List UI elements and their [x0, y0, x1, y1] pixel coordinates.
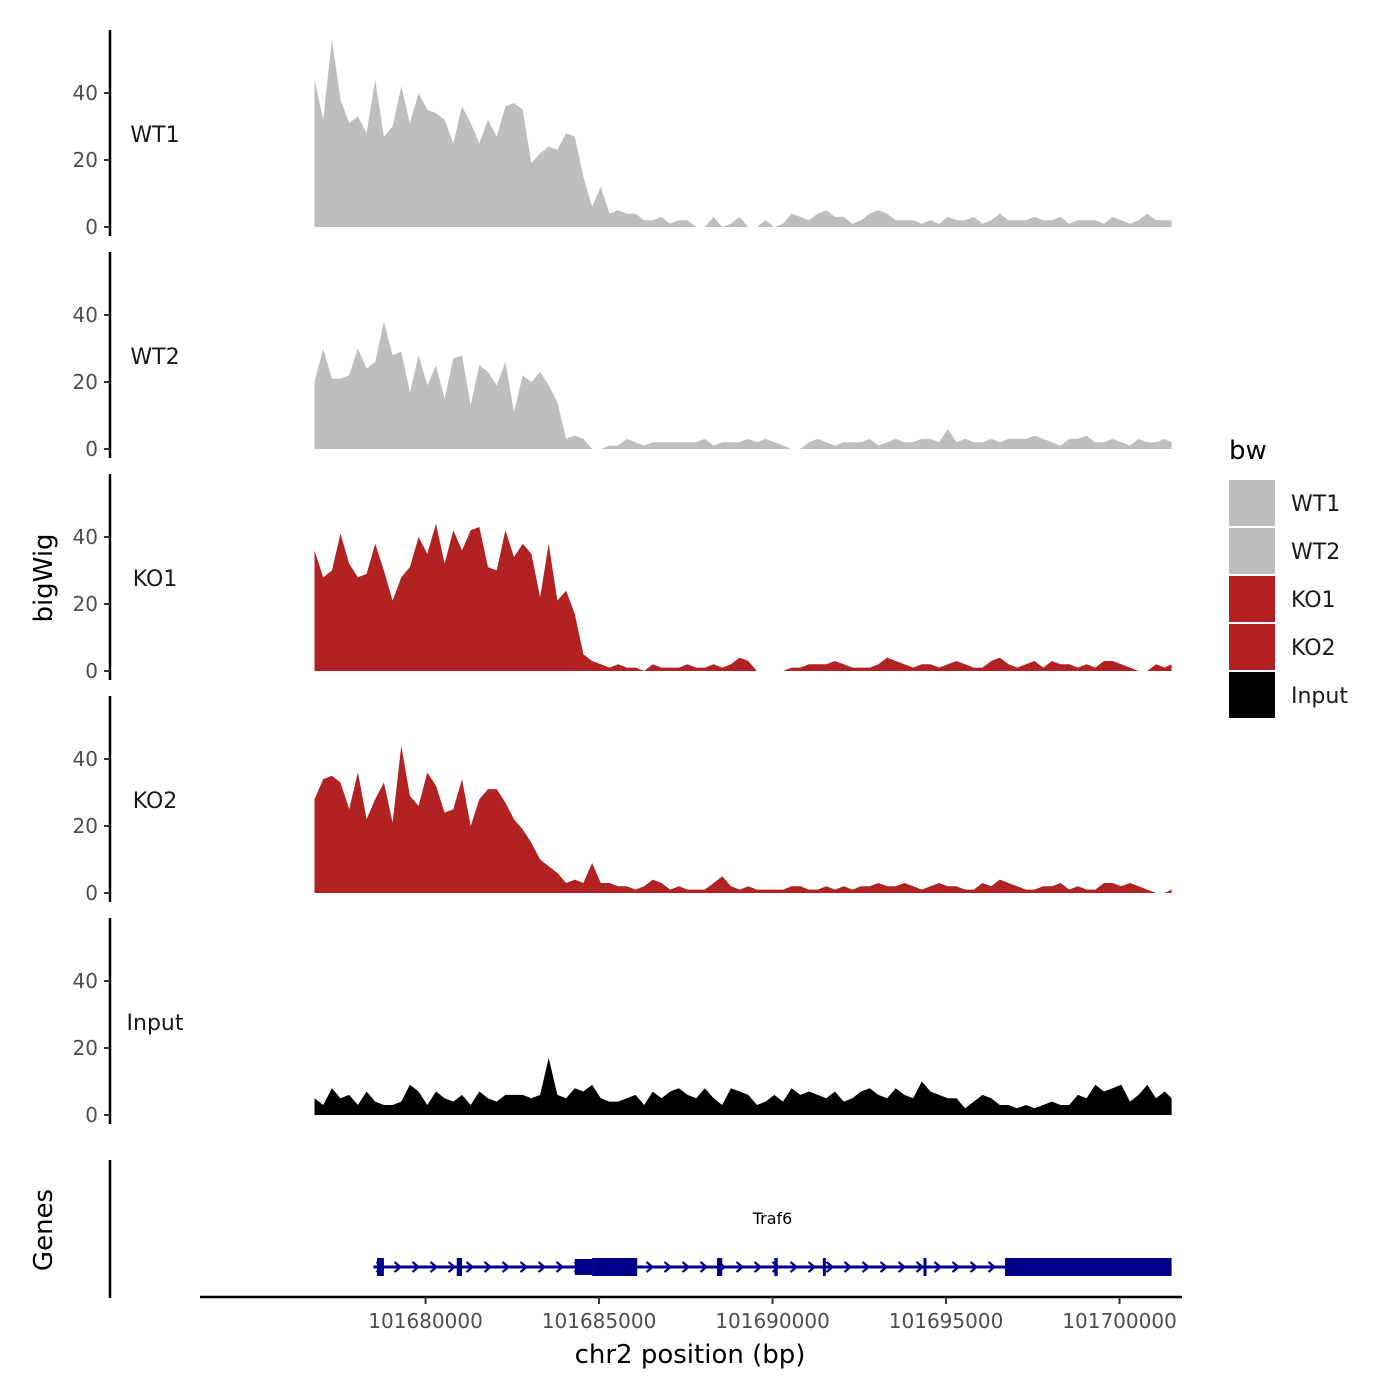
track-panels: 0 20 40 WT1 0 20 40 WT2 0 20 40 KO1 0 20 40 KO2 0 20 40 Inp… — [73, 30, 1172, 1127]
legend-swatch-ko1 — [1229, 576, 1275, 622]
legend-swatch-wt1 — [1229, 480, 1275, 526]
track-ko1: 0 20 40 KO1 — [73, 474, 1172, 683]
legend: bw WT1 WT2 KO1 KO2 Input — [1229, 436, 1348, 718]
coverage-area-ko2 — [314, 745, 1172, 893]
strand-arrow — [483, 1261, 493, 1273]
legend-label: WT1 — [1291, 492, 1340, 517]
strand-arrow — [915, 1261, 925, 1273]
strand-arrow — [681, 1261, 691, 1273]
y-tick-label: 0 — [85, 659, 98, 683]
coverage-area-input — [314, 1058, 1172, 1115]
exon — [822, 1258, 826, 1276]
y-tick-label: 20 — [73, 814, 98, 838]
x-tick-label: 101700000 — [1062, 1309, 1177, 1333]
strand-arrow — [645, 1261, 655, 1273]
strand-arrow — [663, 1261, 673, 1273]
exon — [592, 1258, 638, 1276]
strand-arrow — [411, 1261, 421, 1273]
strand-arrow — [429, 1261, 439, 1273]
legend-label: WT2 — [1291, 540, 1340, 565]
strand-arrow — [789, 1261, 799, 1273]
exon — [923, 1258, 927, 1276]
y-tick-label: 40 — [73, 81, 98, 105]
legend-title: bw — [1229, 436, 1267, 466]
track-wt2: 0 20 40 WT2 — [73, 252, 1172, 461]
y-axis-title: bigWig — [29, 533, 59, 622]
gene-name-label: Traf6 — [752, 1209, 793, 1228]
strand-arrow — [969, 1261, 979, 1273]
gene-panel: Traf6 — [108, 1160, 1172, 1298]
track-label: Input — [127, 1011, 184, 1036]
strand-arrow — [537, 1261, 547, 1273]
coverage-area-wt2 — [314, 321, 1172, 449]
y-tick-label: 40 — [73, 303, 98, 327]
y-tick-label: 0 — [85, 437, 98, 461]
exon — [717, 1258, 723, 1276]
track-label: WT2 — [130, 345, 179, 370]
strand-arrow — [393, 1261, 403, 1273]
strand-arrow — [897, 1261, 907, 1273]
strand-arrow — [987, 1261, 997, 1273]
coverage-area-ko1 — [314, 523, 1172, 671]
legend-label: KO2 — [1291, 636, 1336, 661]
coverage-area-wt1 — [314, 39, 1172, 228]
x-tick-label: 101690000 — [715, 1309, 830, 1333]
track-label: KO1 — [133, 567, 178, 592]
y-tick-label: 20 — [73, 370, 98, 394]
legend-label: KO1 — [1291, 588, 1336, 613]
strand-arrow — [825, 1261, 835, 1273]
y-tick-label: 0 — [85, 1103, 98, 1127]
x-axis-title: chr2 position (bp) — [575, 1340, 806, 1370]
strand-arrow — [861, 1261, 871, 1273]
strand-arrow — [735, 1261, 745, 1273]
strand-arrow — [879, 1261, 889, 1273]
exon — [574, 1259, 593, 1275]
track-input: 0 20 40 Input — [73, 918, 1172, 1127]
y-tick-label: 20 — [73, 592, 98, 616]
strand-arrow — [933, 1261, 943, 1273]
exon — [456, 1258, 462, 1276]
exon — [774, 1258, 778, 1276]
strand-arrow — [699, 1261, 709, 1273]
strand-arrow — [951, 1261, 961, 1273]
y-tick-label: 0 — [85, 215, 98, 239]
y-tick-label: 40 — [73, 747, 98, 771]
x-axis: 101680000 101685000 101690000 101695000 1017… — [200, 1295, 1182, 1333]
y-tick-label: 40 — [73, 525, 98, 549]
strand-arrow — [501, 1261, 511, 1273]
legend-label: Input — [1291, 684, 1348, 709]
gene-traf6: Traf6 — [373, 1209, 1172, 1276]
y-tick-label: 20 — [73, 148, 98, 172]
x-tick-label: 101680000 — [368, 1309, 483, 1333]
track-ko2: 0 20 40 KO2 — [73, 696, 1172, 905]
exon — [376, 1258, 384, 1276]
legend-swatch-wt2 — [1229, 528, 1275, 574]
exon — [1005, 1258, 1172, 1276]
y-tick-label: 20 — [73, 1036, 98, 1060]
x-tick-label: 101695000 — [889, 1309, 1004, 1333]
track-label: KO2 — [133, 789, 178, 814]
y-tick-label: 40 — [73, 969, 98, 993]
strand-arrow — [519, 1261, 529, 1273]
strand-arrow — [465, 1261, 475, 1273]
strand-arrow — [843, 1261, 853, 1273]
track-wt1: 0 20 40 WT1 — [73, 30, 1172, 239]
legend-swatch-input — [1229, 672, 1275, 718]
y-tick-label: 0 — [85, 881, 98, 905]
genes-axis-title: Genes — [29, 1189, 59, 1271]
strand-arrow — [807, 1261, 817, 1273]
track-label: WT1 — [130, 123, 179, 148]
legend-swatch-ko2 — [1229, 624, 1275, 670]
x-tick-label: 101685000 — [542, 1309, 657, 1333]
strand-arrow — [447, 1261, 457, 1273]
strand-arrow — [555, 1261, 565, 1273]
strand-arrow — [753, 1261, 763, 1273]
